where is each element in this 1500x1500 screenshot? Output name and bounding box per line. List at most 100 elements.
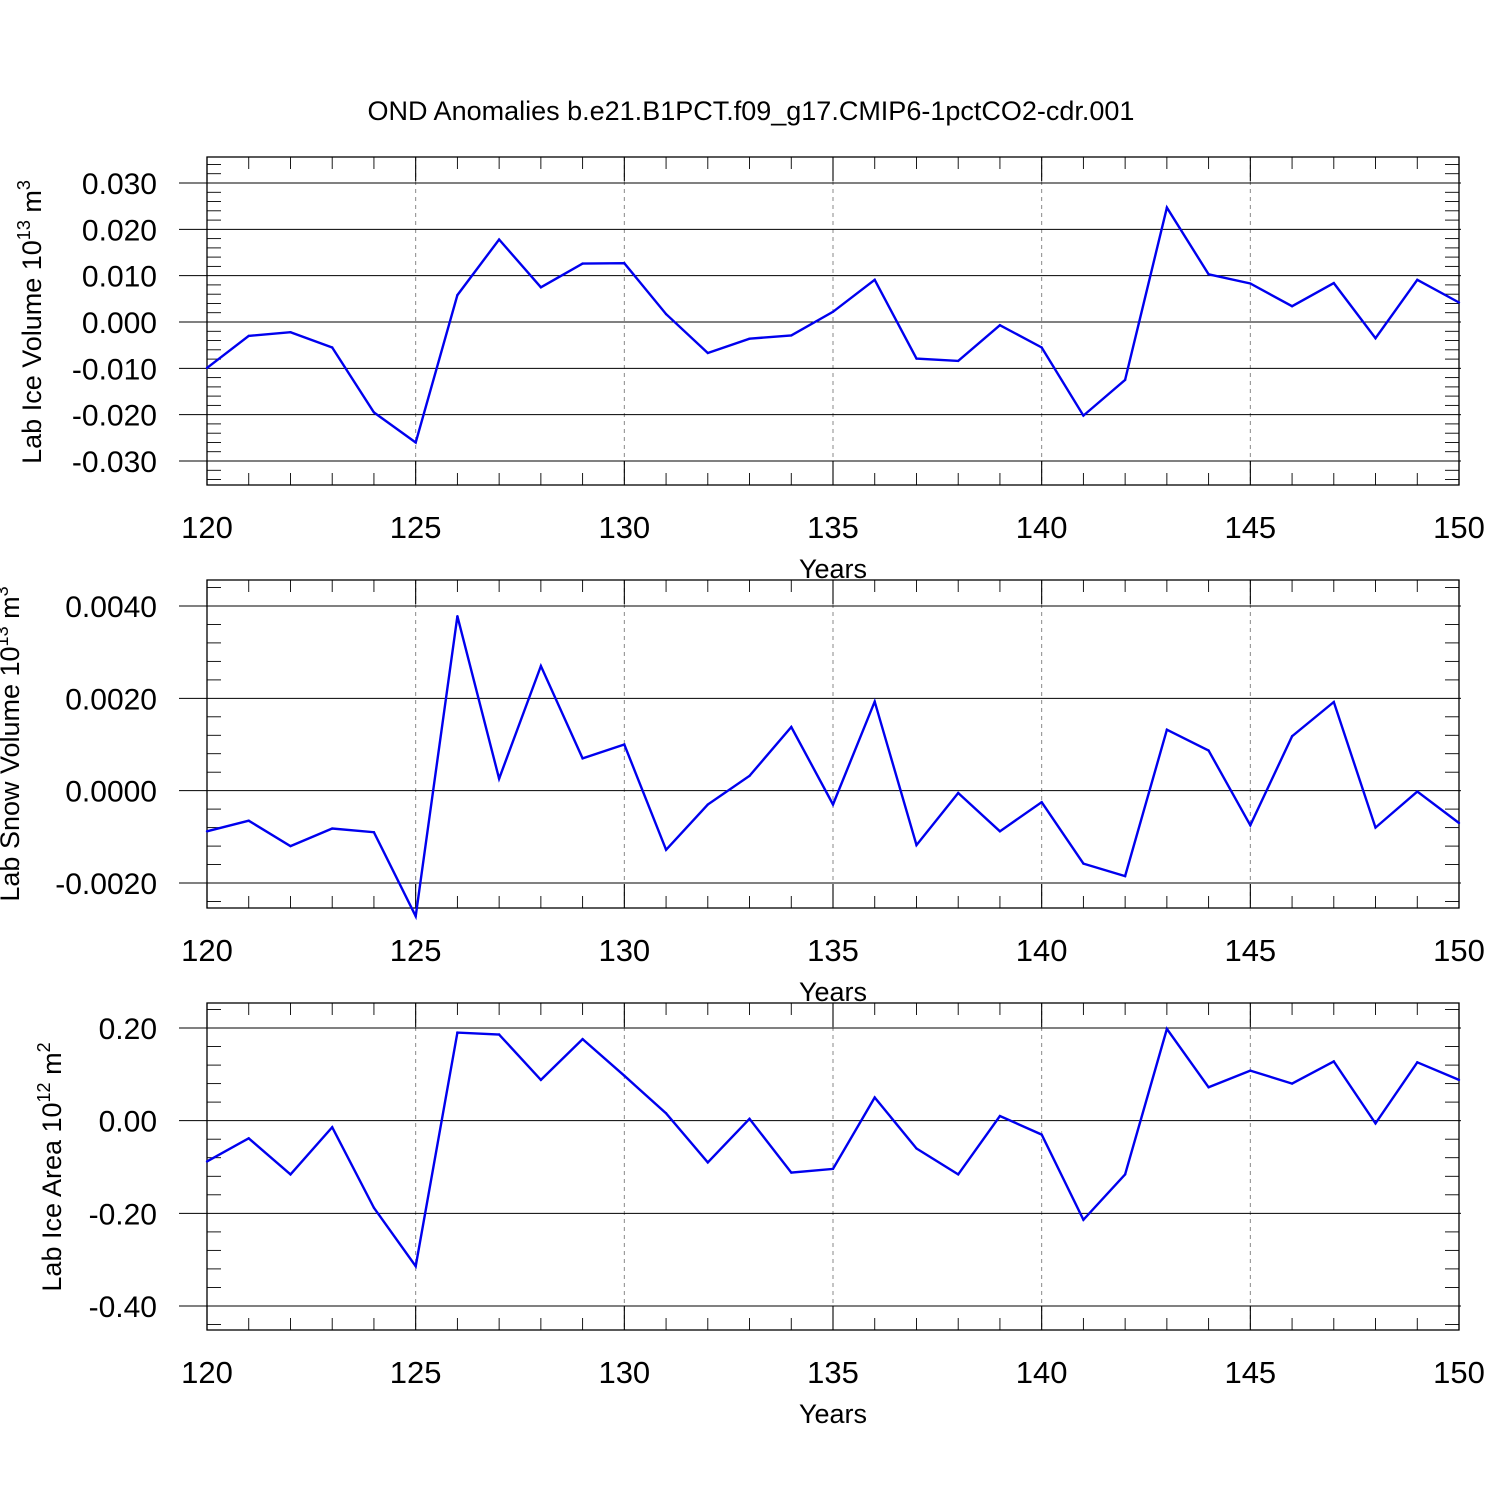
data-point: [414, 1264, 417, 1268]
x-tick-label: 135: [807, 933, 859, 968]
snow-volume-panel: -0.0020 0.0000 0.0020 0.0040 120 125 130 135 140…: [0, 579, 1485, 1007]
ice-area-panel: -0.40 -0.20 0.00 0.20 120 125 130 135 140 145 150 Y…: [34, 1002, 1485, 1429]
x-tick-label: 150: [1433, 1355, 1485, 1390]
data-point: [1290, 734, 1294, 738]
data-point: [456, 614, 459, 618]
data-point: [957, 791, 960, 795]
y-tick-label: -0.020: [72, 400, 157, 433]
data-point: [790, 1171, 793, 1174]
ice-volume-panel: -0.030 -0.020 -0.010 0.000 0.010 0.020 0.030 12…: [14, 156, 1485, 584]
data-point: [790, 725, 793, 729]
data-point: [1123, 874, 1127, 878]
x-tick-label: 120: [181, 1355, 233, 1390]
y-axis-title-text: Lab Snow Volume 10: [0, 646, 25, 901]
data-point: [706, 351, 709, 355]
data-point: [414, 441, 417, 444]
y-tick-label: 0.000: [82, 307, 157, 340]
data-point: [831, 803, 835, 806]
data-point: [581, 1037, 584, 1041]
data-point: [247, 334, 250, 338]
data-point: [1040, 346, 1043, 349]
x-tick-label: 125: [390, 933, 442, 968]
data-point: [664, 312, 668, 316]
data-point: [1040, 1133, 1043, 1136]
y-tick-label: -0.030: [72, 446, 157, 479]
data-point: [289, 1173, 292, 1176]
x-tick-label: 140: [1016, 510, 1068, 545]
data-point: [372, 1206, 376, 1209]
data-point: [623, 261, 626, 265]
data-point: [1207, 1086, 1210, 1089]
data-point: [372, 831, 376, 834]
data-point: [1207, 749, 1210, 752]
y-tick-label: 0.020: [82, 214, 157, 247]
x-tick-label: 125: [390, 510, 442, 545]
x-tick-label: 135: [807, 510, 859, 545]
y-tick-label: 0.00: [99, 1106, 157, 1139]
data-point: [915, 843, 918, 847]
data-point: [1332, 700, 1336, 704]
data-point: [998, 324, 1002, 327]
data-point: [1165, 206, 1169, 209]
data-point: [748, 774, 751, 778]
data-point: [1457, 301, 1461, 304]
data-point: [456, 1031, 459, 1034]
y-tick-label: 0.20: [99, 1013, 157, 1046]
data-point: [831, 1167, 835, 1171]
data-point: [331, 346, 334, 349]
data-point: [1040, 801, 1043, 804]
data-point: [581, 757, 584, 760]
data-point: [497, 777, 501, 780]
y-tick-label: -0.20: [89, 1198, 157, 1231]
data-point: [623, 1074, 626, 1077]
x-axis-title: Years: [799, 1399, 867, 1429]
x-tick-label: 150: [1433, 510, 1485, 545]
y-axis-title-superscript: 13: [14, 220, 34, 240]
data-point: [1165, 728, 1169, 731]
y-tick-label: -0.40: [89, 1291, 157, 1324]
x-tick-label: 125: [390, 1355, 442, 1390]
x-axis-title: Years: [799, 977, 867, 1007]
data-point: [1207, 273, 1210, 276]
data-point: [998, 830, 1002, 833]
data-point: [1374, 1122, 1377, 1125]
data-point: [748, 337, 751, 340]
data-point: [289, 330, 292, 334]
x-tick-label: 145: [1224, 933, 1276, 968]
y-axis-title: Lab Ice Volume 1013 m3: [14, 180, 47, 464]
data-point: [205, 366, 209, 370]
data-point: [331, 827, 334, 830]
y-tick-label: 0.030: [82, 168, 157, 201]
x-tick-label: 145: [1224, 1355, 1276, 1390]
data-point: [1457, 1078, 1461, 1082]
data-point: [998, 1114, 1002, 1118]
data-point: [706, 803, 709, 806]
y-tick-label: 0.0020: [65, 683, 157, 716]
y-axis-title-text: m: [37, 1052, 67, 1082]
y-axis-title-text: m: [17, 190, 47, 220]
data-point: [289, 844, 292, 848]
data-point: [957, 359, 960, 363]
data-point: [831, 310, 835, 314]
data-point: [664, 848, 668, 851]
x-tick-label: 140: [1016, 1355, 1068, 1390]
y-axis-title-superscript: 3: [0, 586, 12, 596]
y-axis-title-text: m: [0, 596, 25, 626]
data-point: [372, 411, 376, 414]
data-point: [1249, 282, 1252, 285]
data-point: [331, 1125, 334, 1129]
data-point: [748, 1117, 751, 1121]
data-point: [1290, 305, 1294, 308]
x-tick-label: 130: [598, 1355, 650, 1390]
y-axis-title: Lab Snow Volume 1013 m3: [0, 586, 25, 901]
x-tick-label: 120: [181, 510, 233, 545]
data-point: [1082, 1218, 1085, 1222]
data-point: [790, 334, 793, 337]
x-tick-label: 145: [1224, 510, 1276, 545]
y-tick-label: -0.010: [72, 353, 157, 386]
data-point: [539, 664, 543, 668]
data-point: [1374, 337, 1377, 340]
data-point: [1457, 821, 1461, 825]
y-axis-title-text: Lab Ice Volume 10: [17, 240, 47, 464]
data-point: [456, 293, 459, 297]
